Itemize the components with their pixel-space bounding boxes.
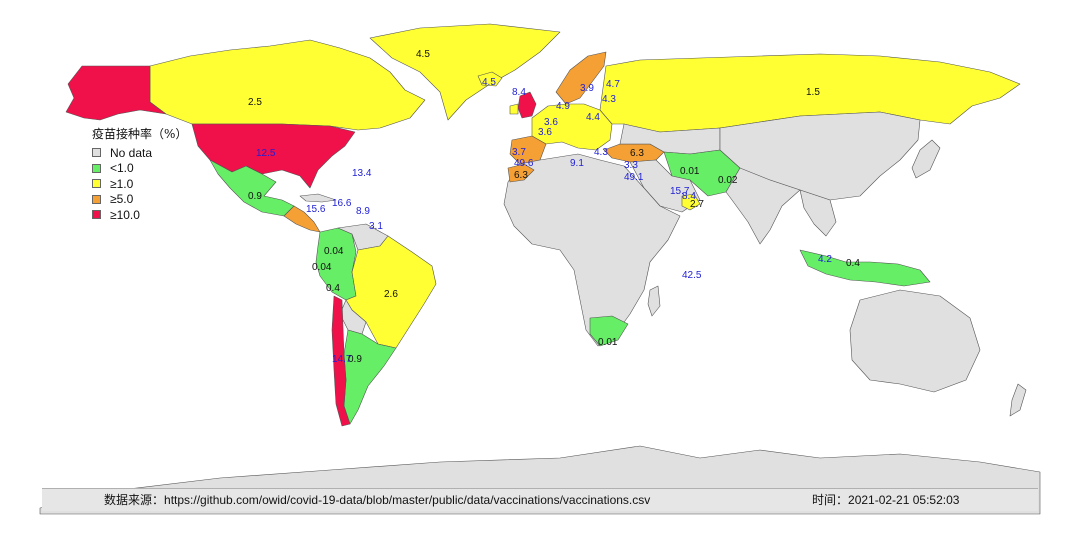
source-url: https://github.com/owid/covid-19-data/bl… — [164, 493, 651, 507]
region-new-zealand — [1009, 383, 1027, 417]
legend-item-ge5: ≥5.0 — [92, 192, 187, 208]
legend-label: <1.0 — [110, 161, 134, 176]
value-label: 6.3 — [514, 170, 528, 181]
value-label: 0.01 — [598, 337, 618, 348]
value-label: 8.4 — [682, 191, 696, 202]
region-canada — [149, 39, 426, 131]
value-label: 12.5 — [256, 148, 276, 159]
value-label: 4.3 — [594, 147, 608, 158]
region-africa — [503, 153, 681, 347]
legend-swatch — [92, 179, 101, 189]
legend-item-ge1: ≥1.0 — [92, 176, 187, 192]
value-label: 4.7 — [606, 79, 620, 90]
legend-label: ≥10.0 — [110, 207, 140, 222]
value-label: 4.2 — [818, 254, 832, 265]
value-label: 0.4 — [846, 258, 860, 269]
region-ireland — [509, 103, 519, 115]
value-label: 4.5 — [482, 77, 496, 88]
region-iceland — [477, 71, 503, 87]
legend: 疫苗接种率（%） No data <1.0 ≥1.0 ≥5.0 ≥10.0 — [92, 125, 187, 223]
value-label: 49.1 — [624, 172, 644, 183]
value-label: 3.9 — [580, 83, 594, 94]
footer-bar: 数据来源：https://github.com/owid/covid-19-da… — [42, 488, 1038, 511]
value-label: 14.7 — [332, 354, 352, 365]
legend-swatch — [92, 163, 101, 173]
region-mexico — [209, 159, 295, 217]
time-prefix: 时间： — [812, 493, 849, 507]
value-label: 3.7 — [512, 147, 526, 158]
value-label: 2.5 — [248, 97, 262, 108]
value-label: 0.01 — [680, 166, 700, 177]
legend-label: No data — [110, 145, 153, 160]
legend-swatch — [92, 148, 101, 158]
value-label: 2.6 — [384, 289, 398, 300]
value-label: 6.3 — [630, 148, 644, 159]
region-scandinavia — [555, 51, 607, 105]
legend-item-ge10: ≥10.0 — [92, 207, 187, 223]
value-label: 16.6 — [332, 198, 352, 209]
time-value: 2021-02-21 05:52:03 — [848, 493, 960, 507]
value-label: 49.6 — [514, 158, 534, 169]
value-label: 0.9 — [348, 354, 362, 365]
value-label: 4.9 — [556, 101, 570, 112]
region-brazil — [345, 235, 437, 349]
region-australia — [849, 289, 981, 393]
value-label: 42.5 — [682, 270, 702, 281]
value-label: 8.4 — [512, 87, 526, 98]
legend-label: ≥1.0 — [110, 176, 134, 191]
region-caribbean — [299, 193, 337, 203]
value-label: 3.6 — [538, 127, 552, 138]
value-label: 8.9 — [356, 206, 370, 217]
value-label: 0.04 — [312, 262, 332, 273]
legend-item-lt1: <1.0 — [92, 161, 187, 177]
data-source: 数据来源：https://github.com/owid/covid-19-da… — [104, 489, 650, 511]
legend-label: ≥5.0 — [110, 192, 134, 207]
timestamp: 时间：2021-02-21 05:52:03 — [812, 489, 959, 511]
legend-item-no-data: No data — [92, 145, 187, 161]
region-morocco — [507, 163, 535, 183]
value-label: 4.5 — [416, 49, 430, 60]
value-label: 3.3 — [624, 160, 638, 171]
region-india — [725, 167, 801, 245]
region-japan — [911, 139, 941, 179]
region-central-america — [283, 205, 321, 233]
value-label: 0.9 — [248, 191, 262, 202]
value-label: 4.3 — [602, 94, 616, 105]
value-label: 2.7 — [690, 199, 704, 210]
legend-title: 疫苗接种率（%） — [92, 127, 188, 141]
region-alaska — [65, 65, 167, 121]
value-label: 0.02 — [718, 175, 738, 186]
value-label: 0.4 — [326, 283, 340, 294]
value-label: 15.6 — [306, 204, 326, 215]
value-label: 15.7 — [670, 186, 690, 197]
region-chile — [331, 295, 351, 427]
value-label: 3.1 — [369, 221, 383, 232]
region-uae — [681, 193, 701, 211]
legend-swatch — [92, 210, 101, 220]
value-label: 1.5 — [806, 87, 820, 98]
legend-swatch — [92, 194, 101, 204]
value-label: 9.1 — [570, 158, 584, 169]
value-label: 0.04 — [324, 246, 344, 257]
value-label: 3.6 — [544, 117, 558, 128]
value-label: 13.4 — [352, 168, 372, 179]
region-madagascar — [647, 285, 661, 317]
source-prefix: 数据来源： — [104, 493, 165, 507]
region-south-africa — [589, 315, 629, 347]
region-se-asia — [799, 189, 837, 237]
region-indonesia — [799, 249, 931, 287]
value-label: 4.4 — [586, 112, 600, 123]
